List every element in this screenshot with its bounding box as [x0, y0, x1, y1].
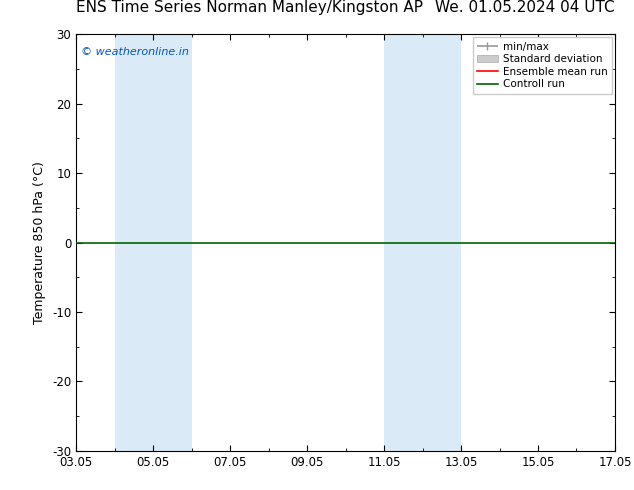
Legend: min/max, Standard deviation, Ensemble mean run, Controll run: min/max, Standard deviation, Ensemble me…	[473, 37, 612, 94]
Bar	[115, 34, 191, 451]
Bar	[384, 34, 461, 451]
Text: © weatheronline.in: © weatheronline.in	[81, 47, 190, 57]
Y-axis label: Temperature 850 hPa (°C): Temperature 850 hPa (°C)	[34, 161, 46, 324]
Text: We. 01.05.2024 04 UTC: We. 01.05.2024 04 UTC	[436, 0, 615, 15]
Text: ENS Time Series Norman Manley/Kingston AP: ENS Time Series Norman Manley/Kingston A…	[76, 0, 423, 15]
